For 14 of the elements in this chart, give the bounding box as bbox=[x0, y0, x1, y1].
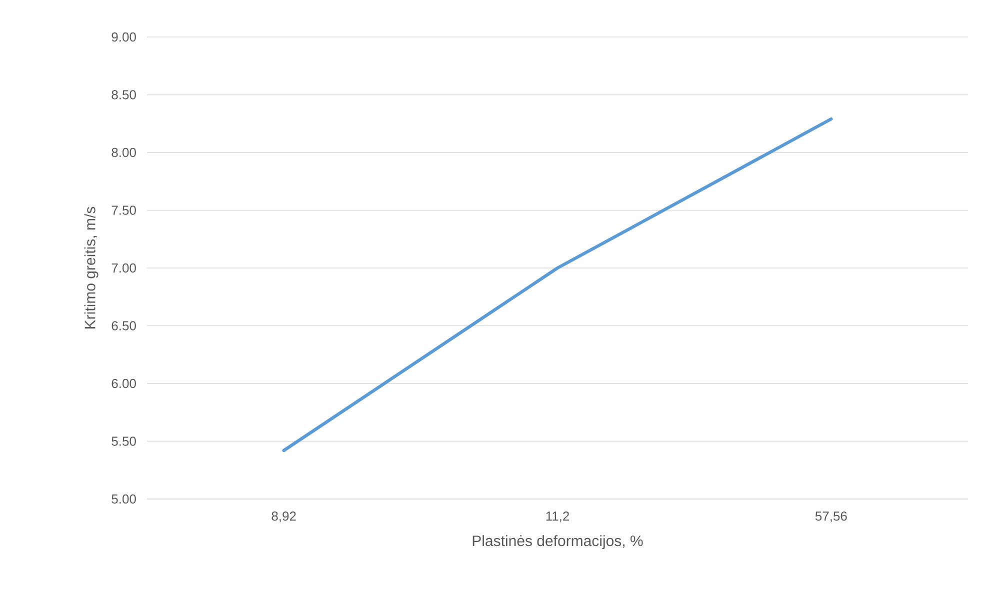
x-tick-label: 57,56 bbox=[815, 512, 847, 522]
y-tick-label: 7.00 bbox=[112, 263, 136, 273]
y-tick-label: 8.00 bbox=[112, 148, 136, 158]
x-tick-label: 8,92 bbox=[272, 512, 296, 522]
y-tick-label: 8.50 bbox=[112, 90, 136, 100]
y-tick-label: 7.50 bbox=[112, 206, 136, 215]
y-tick-label: 6.00 bbox=[112, 378, 136, 388]
x-tick-label: 11,2 bbox=[546, 512, 570, 522]
y-tick-label: 9.00 bbox=[112, 32, 136, 42]
y-tick-label: 5.00 bbox=[112, 494, 136, 504]
y-axis-title: Kritimo greitis, m/s bbox=[84, 206, 98, 328]
y-tick-label: 6.50 bbox=[112, 321, 136, 330]
x-axis-title: Plastinės deformacijos, % bbox=[472, 535, 643, 550]
y-tick-label: 5.50 bbox=[112, 436, 136, 446]
